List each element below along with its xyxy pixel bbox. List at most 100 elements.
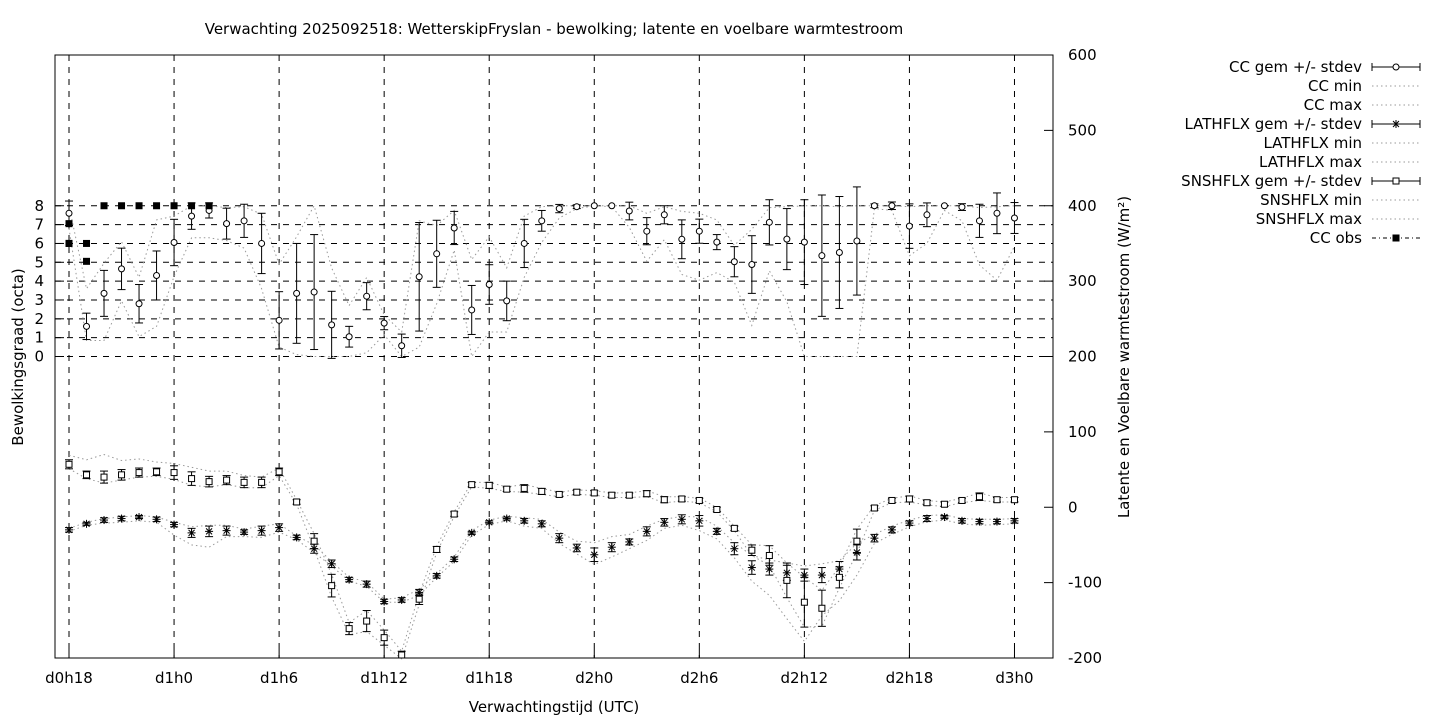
snshflx-mean-point xyxy=(100,473,108,481)
cc-obs-point xyxy=(205,202,213,210)
cc-mean-point xyxy=(188,212,196,220)
lathflx-mean-point xyxy=(467,528,476,537)
tick-label-left-4: 4 xyxy=(34,272,44,290)
cc-obs-point xyxy=(188,202,196,210)
snshflx-mean-point xyxy=(1010,496,1018,504)
cc-mean-point xyxy=(538,217,546,225)
cc-mean-point xyxy=(170,238,178,246)
cc-mean-point xyxy=(153,271,161,279)
snshflx-mean-point xyxy=(835,573,843,581)
cc-mean-point xyxy=(975,217,983,225)
lathflx-mean-point xyxy=(572,543,581,552)
snshflx-mean-point xyxy=(398,651,406,659)
snshflx-mean-point xyxy=(660,496,668,504)
cc-mean-point xyxy=(503,297,511,305)
tick-label-x-d0h18: d0h18 xyxy=(45,669,93,687)
cc-obs-point xyxy=(118,202,126,210)
y-axis-label-left: Bewolkingsgraad (octa) xyxy=(9,268,27,445)
snshflx-mean-point xyxy=(415,595,423,603)
tick-label-x-d2h6: d2h6 xyxy=(680,669,718,687)
lathflx-mean-point xyxy=(292,533,301,542)
lathflx-mean-point xyxy=(187,528,196,537)
cc-mean-point xyxy=(940,202,948,210)
snshflx-mean-point xyxy=(293,498,301,506)
tick-label-right--200: -200 xyxy=(1068,649,1102,667)
lathflx-mean-point xyxy=(152,515,161,524)
tick-label-x-d1h18: d1h18 xyxy=(465,669,513,687)
snshflx-min-line xyxy=(68,468,1015,660)
cc-mean-point xyxy=(363,292,371,300)
x-axis-label: Verwachtingstijd (UTC) xyxy=(469,698,640,716)
snshflx-mean-point xyxy=(520,484,528,492)
snshflx-mean-point xyxy=(223,476,231,484)
lathflx-mean-point xyxy=(905,519,914,528)
cc-obs-point xyxy=(65,239,73,247)
snshflx-mean-point xyxy=(83,471,91,479)
lathflx-mean-point xyxy=(240,528,249,537)
legend-label-snshflx-min: SNSHFLX min xyxy=(1260,191,1362,209)
snshflx-mean-point xyxy=(608,491,616,499)
lathflx-mean-point xyxy=(590,550,599,559)
cc-mean-point xyxy=(275,316,283,324)
lathflx-mean-point xyxy=(397,595,406,604)
legend-label-snshflx-max: SNSHFLX max xyxy=(1256,210,1362,228)
cc-mean-point xyxy=(625,207,633,215)
snshflx-mean-point xyxy=(783,576,791,584)
cc-mean-point xyxy=(83,322,91,330)
legend-label-lathflx-min: LATHFLX min xyxy=(1263,134,1362,152)
snshflx-mean-point xyxy=(870,504,878,512)
tick-label-right--100: -100 xyxy=(1068,574,1102,592)
cc-mean-point xyxy=(993,209,1001,217)
cc-mean-point xyxy=(328,321,336,329)
snshflx-mean-point xyxy=(345,625,353,633)
lathflx-mean-point xyxy=(1010,516,1019,525)
snshflx-mean-point xyxy=(765,551,773,559)
cc-min-line xyxy=(68,205,1015,358)
tick-label-x-d3h0: d3h0 xyxy=(995,669,1033,687)
lathflx-mean-point xyxy=(65,525,74,534)
tick-label-left-7: 7 xyxy=(34,216,44,234)
cc-mean-point xyxy=(905,222,913,230)
snshflx-mean-point xyxy=(153,468,161,476)
snshflx-mean-point xyxy=(310,537,318,545)
lathflx-mean-point xyxy=(432,571,441,580)
cc-obs-point xyxy=(65,220,73,228)
lathflx-mean-point xyxy=(135,513,144,522)
cc-mean-point xyxy=(520,239,528,247)
tick-label-right-0: 0 xyxy=(1068,498,1078,516)
snshflx-mean-point xyxy=(205,478,213,486)
lathflx-mean-point xyxy=(257,526,266,535)
cc-mean-point xyxy=(135,300,143,308)
lathflx-mean-point xyxy=(957,516,966,525)
snshflx-mean-point xyxy=(888,496,896,504)
lathflx-mean-point xyxy=(817,571,826,580)
snshflx-mean-point xyxy=(170,469,178,477)
legend-marker-snshflx-gem-stdev xyxy=(1392,177,1400,185)
snshflx-mean-point xyxy=(328,582,336,590)
tick-label-left-2: 2 xyxy=(34,310,44,328)
cc-mean-point xyxy=(398,342,406,350)
legend-label-cc-gem-stdev: CC gem +/- stdev xyxy=(1229,58,1362,76)
cc-mean-point xyxy=(660,211,668,219)
chart-title: Verwachting 2025092518: WetterskipFrysla… xyxy=(205,20,904,38)
cc-mean-point xyxy=(293,289,301,297)
tick-label-x-d2h0: d2h0 xyxy=(575,669,613,687)
cc-mean-point xyxy=(1010,214,1018,222)
lathflx-mean-point xyxy=(170,520,179,529)
lathflx-mean-point xyxy=(887,525,896,534)
legend-marker-lathflx-gem-stdev xyxy=(1392,120,1400,128)
cc-mean-point xyxy=(748,261,756,269)
tick-label-left-0: 0 xyxy=(34,348,44,366)
cc-mean-point xyxy=(888,202,896,210)
tick-label-right-100: 100 xyxy=(1068,423,1097,441)
tick-label-left-3: 3 xyxy=(34,291,44,309)
legend-label-cc-min: CC min xyxy=(1308,77,1362,95)
snshflx-mean-point xyxy=(678,495,686,503)
cc-obs-point xyxy=(83,239,91,247)
cc-mean-point xyxy=(573,203,581,211)
tick-label-left-6: 6 xyxy=(34,234,44,252)
tick-label-right-300: 300 xyxy=(1068,272,1097,290)
y-axis-label-right: Latente en Voelbare warmtestroom (W/m²) xyxy=(1115,196,1133,518)
